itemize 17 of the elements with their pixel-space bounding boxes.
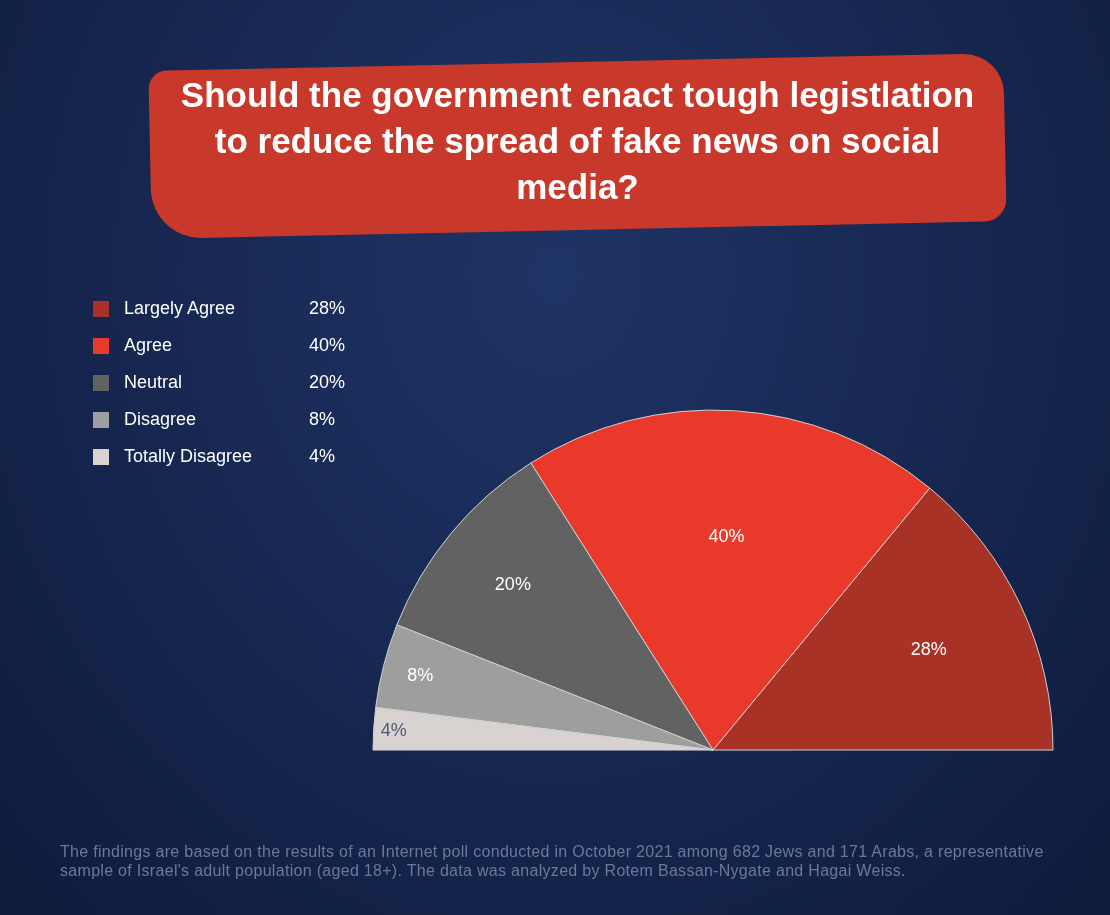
text: 8%	[309, 409, 336, 429]
data-label: 4%	[380, 719, 407, 740]
legend-label: Totally Disagree	[124, 446, 254, 467]
text: 40%	[309, 335, 346, 355]
data-label: 28%	[910, 638, 947, 659]
data-label: 8%	[407, 664, 434, 685]
legend-label: Agree	[124, 335, 174, 356]
text: 20%	[309, 372, 346, 392]
legend-label: Neutral	[124, 372, 184, 393]
text: 28%	[309, 298, 346, 318]
text: The findings are based on the results of an Internet poll conducted in October 2021 among 682 Jews and 171 Arabs, a representative sample of Israel's adult population (aged 18+). The data was analyzed by Rotem Bassan-Nygate and Hagai Weiss.	[60, 842, 1045, 880]
legend-label: Largely Agree	[124, 298, 237, 319]
data-label: 40%	[708, 526, 745, 547]
legend-label: Disagree	[124, 409, 198, 430]
data-label: 20%	[494, 574, 531, 595]
chart-title: Should the government enact tough legistlation to reduce the spread of fake news on social media?	[179, 74, 976, 208]
text: 4%	[309, 446, 336, 466]
